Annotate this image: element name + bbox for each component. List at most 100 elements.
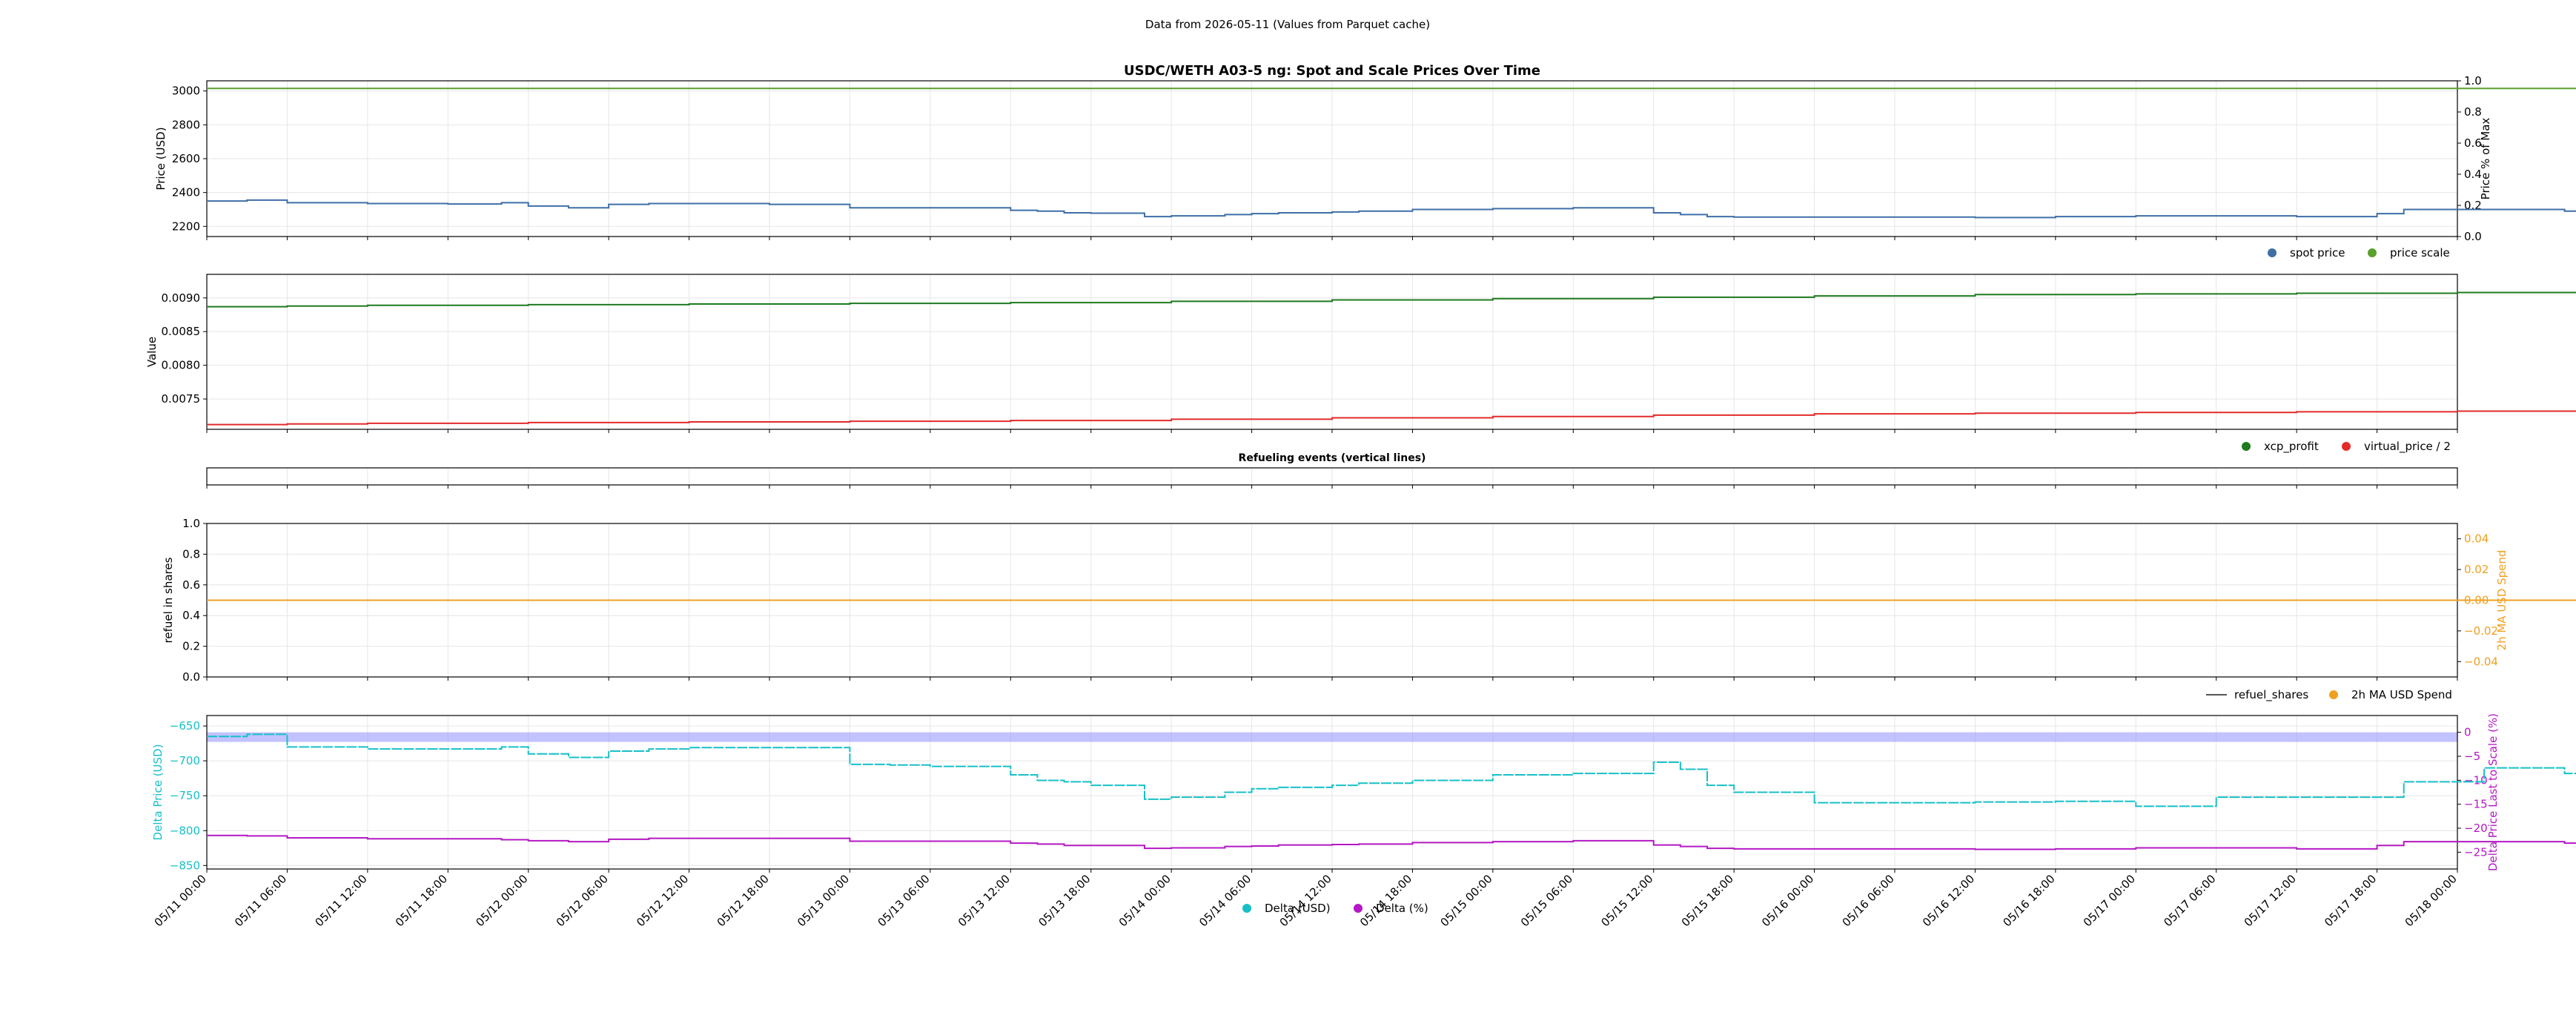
- panel1-y2tick-label: 1.0: [2464, 74, 2482, 87]
- x-tick-label: 05/15 18:00: [1679, 872, 1736, 929]
- x-tick-label: 05/15 00:00: [1437, 872, 1494, 929]
- legend-virtual-price-label: virtual_price / 2: [2364, 440, 2451, 454]
- xcp-profit-line: [207, 291, 2576, 308]
- panel3-frame: [206, 467, 2458, 486]
- x-tick-label: 05/12 00:00: [473, 872, 530, 929]
- x-tick-label: 05/16 12:00: [1920, 872, 1977, 929]
- panel4-y2tick-label: −0.04: [2464, 655, 2498, 668]
- legend-ma-spend-label: 2h MA USD Spend: [2351, 688, 2452, 701]
- panel1-frame: [206, 80, 2458, 237]
- x-tick-label: 05/15 12:00: [1598, 872, 1655, 929]
- delta-usd-line: [207, 733, 2576, 807]
- figure-suptitle: Data from 2026-05-11 (Values from Parque…: [1145, 18, 1430, 31]
- panel5-frame: [206, 715, 2458, 870]
- x-tick-label: 05/11 12:00: [312, 872, 369, 929]
- x-tick-label: 05/13 12:00: [956, 872, 1013, 929]
- panel4-y2tick-label: 0.02: [2464, 563, 2489, 576]
- chart3-title: Refueling events (vertical lines): [1239, 452, 1426, 464]
- panel2-ytick-label: 0.0075: [162, 392, 201, 406]
- panel2-ytick-label: 0.0080: [162, 359, 201, 372]
- panel5-ytick-label: −750: [170, 789, 200, 802]
- x-tick-label: 05/16 18:00: [2000, 872, 2057, 929]
- legend-price-scale-label: price scale: [2390, 246, 2450, 260]
- panel1-ytick-label: 2200: [172, 219, 200, 233]
- panel1-ytick-label: 2400: [172, 186, 200, 199]
- x-tick-label: 05/14 12:00: [1277, 872, 1334, 929]
- x-tick-label: 05/13 18:00: [1036, 872, 1093, 929]
- target-band: [207, 732, 2457, 742]
- legend-xcp-profit-swatch: [2242, 442, 2251, 451]
- panel5-y2tick-label: 0: [2464, 726, 2471, 739]
- panel2-ylabel: Value: [145, 337, 159, 367]
- legend-delta-pct-label: Delta (%): [1376, 902, 1428, 915]
- panel4-y2label: 2h MA USD Spend: [2495, 550, 2509, 651]
- x-tick-label: 05/11 18:00: [393, 872, 450, 929]
- panel5-y2tick-label: −20: [2464, 822, 2488, 835]
- x-tick-label: 05/17 00:00: [2081, 872, 2138, 929]
- panel5-y2tick-label: −5: [2464, 750, 2480, 763]
- panel4-ytick-label: 1.0: [182, 517, 200, 530]
- legend-refuel-shares-label: refuel_shares: [2234, 688, 2308, 702]
- x-tick-label: 05/17 12:00: [2242, 872, 2299, 929]
- panel1-y2tick-label: 0.0: [2464, 230, 2482, 243]
- panel1-y2label: Price % of Max: [2479, 118, 2492, 200]
- virtual-price-line: [207, 410, 2576, 426]
- panel1-y2tick-label: 0.8: [2464, 105, 2482, 119]
- panel1-ytick-label: 2600: [172, 152, 200, 165]
- panel5-ylabel: Delta Price (USD): [151, 744, 165, 841]
- x-tick-label: 05/11 00:00: [152, 872, 209, 929]
- panel1-ytick-label: 2800: [172, 118, 200, 131]
- delta-pct-line: [207, 834, 2576, 850]
- panel5-y2tick-label: −25: [2464, 845, 2488, 859]
- panel5-ytick-label: −650: [170, 719, 200, 733]
- x-tick-label: 05/12 06:00: [554, 872, 611, 929]
- panel4-y2tick-label: 0.04: [2464, 532, 2489, 546]
- legend-virtual-price-swatch: [2342, 442, 2351, 451]
- panel1-ylabel: Price (USD): [154, 127, 168, 190]
- legend-delta-usd-label: Delta (USD): [1265, 902, 1331, 915]
- legend-spot-price-label: spot price: [2290, 246, 2345, 260]
- x-tick-label: 05/12 18:00: [715, 872, 772, 929]
- panel5-ytick-label: −850: [170, 859, 200, 872]
- x-tick-label: 05/17 06:00: [2161, 872, 2218, 929]
- x-tick-label: 05/13 06:00: [875, 872, 932, 929]
- panel4-ytick-label: 0.0: [182, 670, 200, 684]
- panel2-ytick-label: 0.0090: [162, 291, 201, 305]
- x-tick-label: 05/12 12:00: [634, 872, 691, 929]
- panel5-y2label: Delta Price Last to Scale (%): [2486, 713, 2500, 871]
- panel4-y2tick-label: −0.02: [2464, 624, 2498, 638]
- x-tick-label: 05/17 18:00: [2322, 872, 2379, 929]
- x-tick-label: 05/14 18:00: [1357, 872, 1414, 929]
- x-tick-label: 05/13 00:00: [795, 872, 852, 929]
- panel5-ytick-label: −700: [170, 754, 200, 767]
- panel2-ytick-label: 0.0085: [162, 325, 201, 338]
- legend-delta-usd-swatch: [1242, 904, 1251, 913]
- legend-delta-pct-swatch: [1354, 904, 1363, 913]
- x-tick-label: 05/18 00:00: [2403, 872, 2460, 929]
- spot-price-line: [207, 199, 2576, 219]
- panel1-y2tick-label: 0.6: [2464, 136, 2482, 150]
- panel5-ytick-label: −800: [170, 824, 200, 837]
- panel4-ytick-label: 0.8: [182, 547, 200, 561]
- panel2-frame: [206, 274, 2458, 430]
- legend-ma-spend-swatch: [2329, 690, 2338, 699]
- x-tick-label: 05/14 00:00: [1116, 872, 1173, 929]
- panel1-ytick-label: 3000: [172, 85, 200, 98]
- x-tick-label: 05/16 06:00: [1840, 872, 1897, 929]
- panel4-ytick-label: 0.6: [182, 578, 200, 592]
- x-tick-label: 05/16 00:00: [1759, 872, 1816, 929]
- panel5-y2tick-label: −10: [2464, 773, 2488, 787]
- panel4-ytick-label: 0.4: [182, 609, 200, 622]
- x-tick-label: 05/14 06:00: [1196, 872, 1254, 929]
- x-tick-label: 05/15 06:00: [1518, 872, 1575, 929]
- legend-price-scale-swatch: [2368, 248, 2377, 257]
- panel4-ylabel: refuel in shares: [162, 557, 175, 643]
- legend-spot-price-swatch: [2268, 248, 2277, 257]
- panel4-ytick-label: 0.2: [182, 640, 200, 653]
- chart1-title: USDC/WETH A03-5 ng: Spot and Scale Price…: [1124, 63, 1540, 79]
- panel1-y2tick-label: 0.4: [2464, 168, 2482, 181]
- legend-xcp-profit-label: xcp_profit: [2264, 440, 2319, 454]
- x-tick-label: 05/11 06:00: [232, 872, 289, 929]
- panel5-y2tick-label: −15: [2464, 798, 2488, 811]
